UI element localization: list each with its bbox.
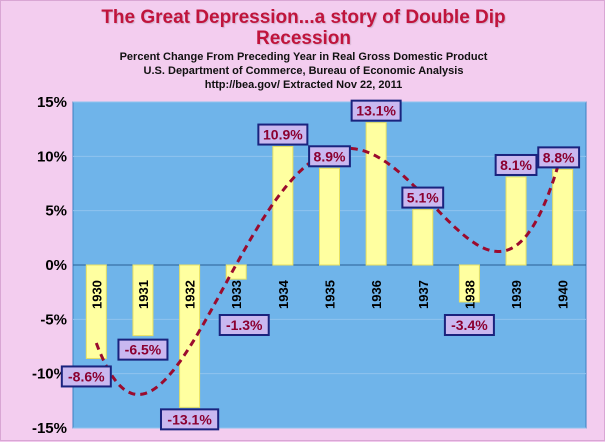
category-label: 1933	[229, 280, 244, 309]
data-label-box	[308, 145, 351, 168]
bar	[458, 264, 480, 303]
bar	[412, 209, 434, 266]
bar	[505, 176, 527, 266]
data-label-box	[401, 186, 445, 209]
data-label: 10.9%	[263, 127, 303, 143]
category-label: 1936	[369, 280, 384, 309]
data-label: 8.9%	[314, 148, 346, 164]
category-label: 1935	[323, 280, 338, 309]
y-tick-label: 5%	[45, 203, 67, 220]
bar	[179, 264, 201, 408]
category-label: 1939	[509, 280, 524, 309]
y-tick-label: 0%	[45, 257, 67, 274]
category-label: 1940	[556, 280, 571, 309]
category-label: 1931	[136, 280, 151, 309]
bar	[132, 264, 154, 337]
bar	[319, 167, 340, 266]
chart-subtitle-source: U.S. Department of Commerce, Bureau of E…	[143, 65, 464, 77]
y-tick-label: -5%	[40, 311, 67, 328]
data-label-box	[537, 146, 581, 169]
data-label-box	[218, 314, 270, 336]
bar	[85, 264, 107, 359]
category-label: 1932	[183, 280, 198, 309]
data-label: -8.6%	[68, 368, 105, 384]
bar	[225, 264, 247, 280]
data-label-box	[350, 99, 402, 122]
data-label-box	[494, 153, 538, 176]
bar	[272, 146, 294, 266]
data-label-box	[257, 123, 309, 146]
category-label: 1937	[416, 280, 431, 309]
chart-subtitle-gdp: Percent Change From Preceding Year in Re…	[119, 51, 488, 63]
data-label: 5.1%	[407, 190, 439, 206]
category-label: 1930	[89, 280, 104, 309]
data-label: -6.5%	[125, 342, 162, 358]
data-label: 8.8%	[543, 149, 575, 165]
data-label: -1.3%	[226, 317, 263, 333]
y-tick-label: 10%	[37, 148, 67, 165]
category-label: 1934	[276, 279, 291, 309]
data-label-box	[159, 408, 220, 431]
data-label: -13.1%	[167, 411, 212, 427]
chart-title-line1: The Great Depression...a story of Double…	[101, 7, 506, 28]
title-block: The Great Depression...a story of Double…	[1, 7, 605, 92]
data-label-box	[443, 314, 495, 336]
data-label: 8.1%	[500, 157, 532, 173]
bar	[365, 122, 387, 266]
category-label: 1938	[462, 280, 477, 309]
chart-subtitle-url: http://bea.gov/ Extracted Nov 22, 2011	[204, 79, 403, 91]
data-label: 13.1%	[356, 103, 396, 119]
y-tick-label: -10%	[32, 366, 67, 383]
data-label: -3.4%	[451, 317, 488, 333]
y-tick-label: -15%	[32, 420, 67, 437]
data-label-box	[60, 365, 112, 388]
chart-title-line2: Recession	[255, 28, 352, 49]
y-tick-label: 15%	[37, 94, 67, 111]
bar	[552, 168, 574, 266]
data-label-box	[117, 338, 169, 361]
